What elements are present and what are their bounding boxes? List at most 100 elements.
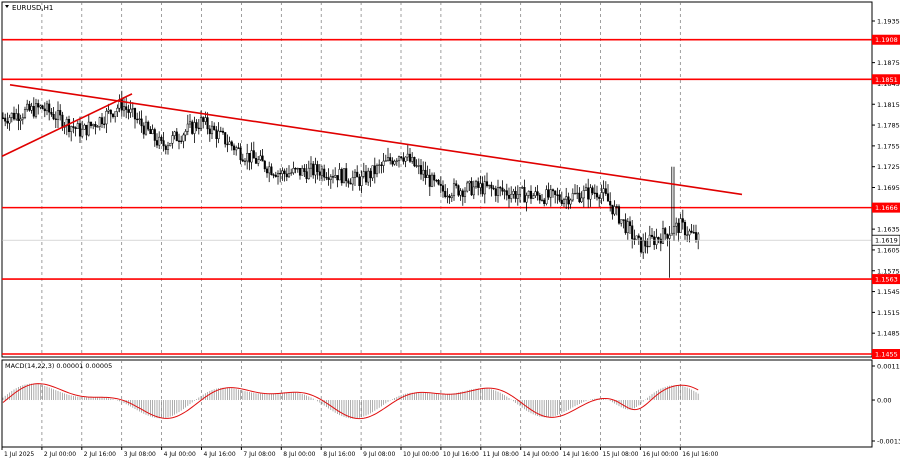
candle-body xyxy=(303,168,306,172)
candle-body xyxy=(12,112,16,120)
candle-body xyxy=(602,188,605,193)
candle-body xyxy=(206,117,209,130)
candle-body xyxy=(338,169,341,181)
candle-body xyxy=(164,145,167,150)
candle-body xyxy=(525,195,528,203)
candle-body xyxy=(39,105,42,108)
x-tick-label: 11 Jul 08:00 xyxy=(483,451,519,458)
candle-body xyxy=(144,121,148,135)
candle-body xyxy=(309,163,313,169)
candle-body xyxy=(235,147,238,151)
candle-body xyxy=(598,196,601,199)
candle-body xyxy=(380,164,383,166)
candle-body xyxy=(301,168,304,176)
candle-body xyxy=(492,187,495,190)
y-tick-label: 1.1635 xyxy=(877,226,900,234)
candle-body xyxy=(193,122,196,134)
candle-body xyxy=(507,194,511,199)
candle-body xyxy=(274,174,277,177)
candle-body xyxy=(373,165,376,175)
candle-body xyxy=(320,168,324,176)
candle-body xyxy=(160,136,163,141)
candle-body xyxy=(488,184,491,187)
candle-body xyxy=(265,168,269,174)
y-tick-label: 1.1935 xyxy=(877,18,900,26)
candle-body xyxy=(529,190,533,199)
candle-body xyxy=(281,170,284,174)
candle-body xyxy=(307,167,310,180)
candle-body xyxy=(279,172,282,175)
candle-body xyxy=(681,218,684,223)
candle-body xyxy=(521,187,524,189)
candle-body xyxy=(351,177,354,185)
candle-body xyxy=(551,189,555,192)
candle-body xyxy=(182,134,185,142)
candle-body xyxy=(560,199,563,205)
candle-body xyxy=(10,112,13,118)
candle-body xyxy=(45,103,49,112)
candle-body xyxy=(441,185,445,192)
candle-body xyxy=(523,187,526,203)
candle-body xyxy=(349,182,352,185)
y-tick-label: 1.1755 xyxy=(877,142,900,150)
candle-body xyxy=(587,187,590,200)
candle-body xyxy=(635,235,638,240)
candle-body xyxy=(83,124,86,130)
x-tick-label: 10 Jul 16:00 xyxy=(443,451,479,458)
candle-body xyxy=(404,156,407,162)
candle-body xyxy=(329,176,332,180)
candle-body xyxy=(386,157,390,161)
level-price-label: 1.1851 xyxy=(875,76,898,84)
candle-body xyxy=(197,127,200,130)
candle-body xyxy=(446,195,449,198)
candle-body xyxy=(595,192,599,198)
candle-body xyxy=(252,150,255,159)
candle-body xyxy=(481,183,484,195)
candle-body xyxy=(397,156,401,162)
candle-body xyxy=(202,117,205,122)
candle-body xyxy=(162,140,165,147)
macd-signal-line xyxy=(2,383,699,420)
candle-body xyxy=(371,165,374,179)
candle-body xyxy=(270,166,273,175)
candle-body xyxy=(408,153,412,162)
candle-body xyxy=(50,111,53,115)
candle-body xyxy=(604,188,607,194)
candle-body xyxy=(591,187,594,194)
candle-body xyxy=(41,105,44,110)
trendline-descending xyxy=(9,84,743,196)
candle-body xyxy=(430,174,434,187)
symbol-dropdown-icon[interactable] xyxy=(5,5,9,8)
level-price-label: 1.1563 xyxy=(875,276,898,284)
candle-body xyxy=(452,183,456,197)
level-price-label: 1.1908 xyxy=(875,36,898,44)
candle-body xyxy=(241,159,244,162)
candle-body xyxy=(664,228,667,235)
candle-body xyxy=(415,165,418,167)
candle-body xyxy=(254,157,258,164)
candle-body xyxy=(114,111,117,117)
candle-body xyxy=(611,204,614,215)
candle-body xyxy=(562,199,566,205)
candle-body xyxy=(600,192,603,199)
y-tick-label: 1.1695 xyxy=(877,184,900,192)
candle-body xyxy=(109,109,112,115)
candles xyxy=(1,90,700,278)
y-tick-label: 1.1875 xyxy=(877,59,900,67)
candle-body xyxy=(547,189,550,198)
candle-body xyxy=(580,197,583,203)
candle-body xyxy=(345,168,348,182)
candle-body xyxy=(246,152,249,162)
candle-body xyxy=(646,245,649,248)
x-tick-label: 1 Jul 2025 xyxy=(4,451,34,458)
level-price-label: 1.1666 xyxy=(875,204,898,212)
x-tick-label: 8 Jul 00:00 xyxy=(283,451,315,458)
y-tick-label: 1.1545 xyxy=(877,288,900,296)
candle-body xyxy=(103,123,106,125)
candle-body xyxy=(540,199,544,202)
candle-body xyxy=(248,152,251,163)
candle-body xyxy=(85,124,88,136)
candle-body xyxy=(448,195,451,199)
candle-body xyxy=(463,190,467,197)
candle-body xyxy=(426,174,429,178)
